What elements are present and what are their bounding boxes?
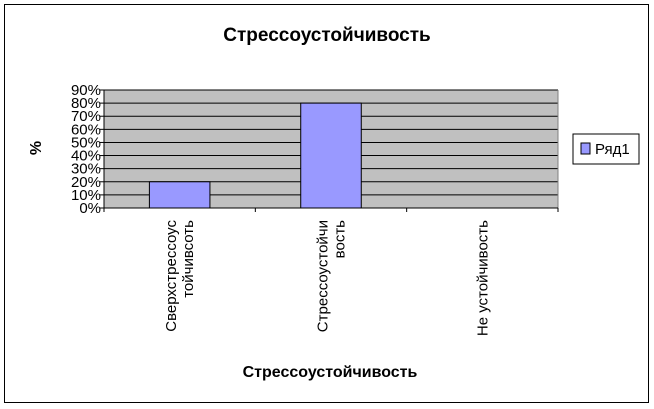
y-tick-label: 30% [71,161,101,178]
y-axis-label: % [28,141,45,155]
category-label: Стрессоустойчи вость [315,220,349,332]
category-label: Сверхстрессоус тойчивсоть [163,220,197,332]
legend: Ряд1 [572,133,640,165]
category-label-line: вость [332,220,349,259]
y-tick-label: 50% [71,134,101,151]
chart-title: Стрессоустойчивость [223,25,431,46]
y-tick-label: 40% [71,148,101,165]
y-tick-label: 80% [71,95,101,112]
legend-swatch [580,142,591,155]
y-tick-label: 90% [71,82,101,99]
category-label-line: Не устойчивость [474,220,491,336]
category-label-line: Сверхстрессоус [163,220,180,332]
category-label-line: тойчивсоть [180,220,197,298]
y-tick-label: 20% [71,174,101,191]
y-tick-label: 0% [79,200,101,217]
category-label-line: Стрессоустойчи [315,220,332,332]
bar [300,102,362,209]
x-axis-label: Стрессоустойчивость [243,364,418,381]
legend-label: Ряд1 [595,141,630,158]
y-tick-label: 60% [71,121,101,138]
bar [148,181,211,209]
legend-box [572,133,640,165]
y-tick-label: 70% [71,108,101,125]
plot-area: 0%10%20%30%40%50%60%70%80%90% Сверхстресс… [71,82,559,336]
category-label: Не устойчивость [474,220,491,336]
y-tick-label: 10% [71,187,101,204]
